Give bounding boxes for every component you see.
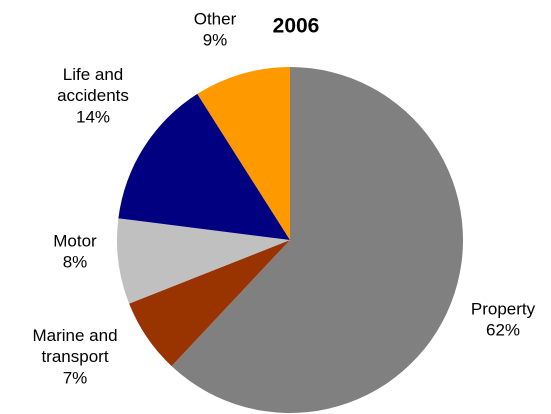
pie-slice <box>129 240 290 367</box>
chart-title: 2006 <box>273 15 320 38</box>
pie-slice <box>197 67 290 240</box>
category-label: Other <box>194 9 237 28</box>
pie-slice <box>171 67 463 414</box>
value-label: 8% <box>63 252 88 271</box>
pie-slice <box>118 93 290 240</box>
value-label: 7% <box>63 368 88 387</box>
value-label: 62% <box>486 320 520 339</box>
category-label: Marine and transport <box>32 326 117 366</box>
pie-slice <box>117 218 290 304</box>
category-label: Motor <box>53 231 97 250</box>
category-label: Life and accidents <box>57 65 129 105</box>
category-label: Property <box>471 299 536 318</box>
value-label: 9% <box>203 30 228 49</box>
value-label: 14% <box>76 107 110 126</box>
